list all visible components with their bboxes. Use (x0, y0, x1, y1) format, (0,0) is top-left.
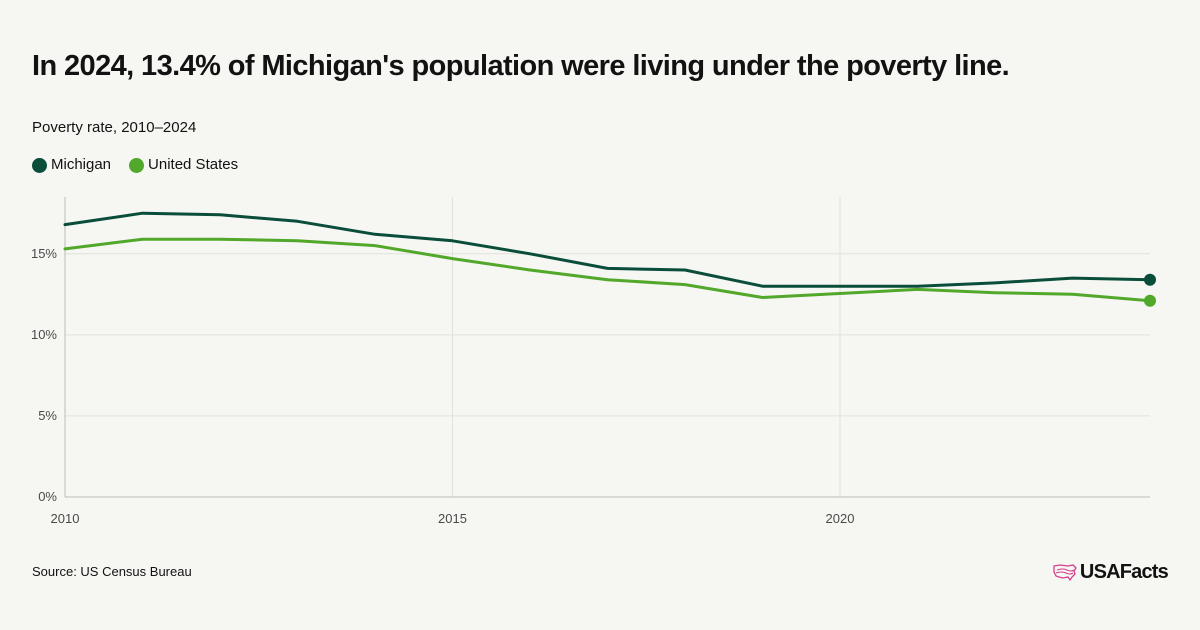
x-tick-label: 2010 (51, 511, 80, 526)
x-tick-label: 2015 (438, 511, 467, 526)
y-tick-label: 10% (31, 327, 57, 342)
end-point-united-states (1144, 294, 1156, 307)
y-tick-label: 15% (31, 246, 57, 261)
legend-label-michigan: Michigan (51, 156, 112, 173)
source-note: Source: US Census Bureau (32, 564, 192, 579)
legend: Michigan United States (32, 155, 256, 175)
end-point-michigan (1144, 273, 1156, 286)
series-line-united-states (63, 237, 1152, 303)
chart-title: In 2024, 13.4% of Michigan's population … (32, 50, 1010, 82)
legend-label-united-states: United States (148, 156, 239, 173)
y-tick-label: 5% (38, 408, 57, 423)
legend-marker-united-states (129, 157, 145, 173)
series-line-michigan (63, 211, 1152, 288)
us-map-icon (1053, 564, 1077, 582)
brand-name: USAFacts (1079, 561, 1169, 583)
legend-marker-michigan (32, 157, 47, 173)
y-tick-label: 0% (38, 489, 57, 504)
legend-item-united-states: United States (129, 155, 238, 175)
usafacts-logo: USAFacts (1053, 560, 1169, 584)
chart-subtitle: Poverty rate, 2010–2024 (32, 119, 197, 136)
x-tick-label: 2020 (826, 511, 855, 526)
legend-item-michigan: Michigan (32, 155, 111, 175)
